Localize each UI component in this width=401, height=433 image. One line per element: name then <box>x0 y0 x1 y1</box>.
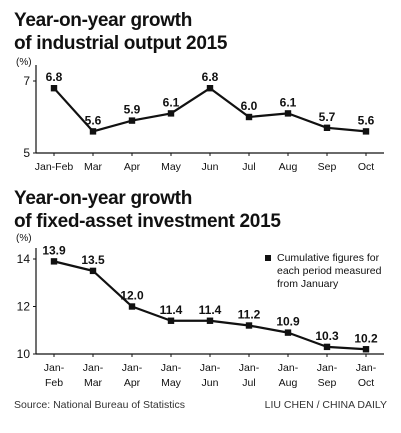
chart2-data-point <box>206 317 214 324</box>
chart1-title-line2: of industrial output 2015 <box>14 33 228 54</box>
chart2-data-point <box>128 303 136 310</box>
chart2-x-tick-label: Jan-Sep <box>317 362 338 389</box>
chart2-data-point <box>89 267 97 275</box>
chart2-data-label: 10.9 <box>276 315 300 329</box>
chart2-legend-text: Cumulative figures for each period measur… <box>277 252 382 290</box>
chart1-y-tick-label: 7 <box>23 74 30 88</box>
chart1-x-tick-label: Oct <box>358 161 374 173</box>
chart1-data-point <box>323 124 331 131</box>
chart2-unit-label: (%) <box>16 233 32 244</box>
chart1-x-tick-label: Aug <box>279 161 298 173</box>
chart2-y-tick-label: 12 <box>17 300 31 314</box>
chart1-data-point <box>50 85 58 92</box>
chart1-unit-label: (%) <box>16 57 32 68</box>
chart1-x-tick-label: Jan-Feb <box>35 161 74 173</box>
chart1-data-point <box>128 117 136 124</box>
chart2-data-label: 10.3 <box>315 329 339 343</box>
chart2-data-label: 13.9 <box>42 243 66 257</box>
chart1-data-label: 6.0 <box>241 99 258 113</box>
chart1-data-point <box>89 128 97 135</box>
chart1-data-label: 5.6 <box>85 113 102 127</box>
chart2-x-tick-label: Jan-Oct <box>356 362 377 389</box>
chart2-x-tick-label: Jan-Aug <box>278 362 299 389</box>
industrial-output-chart: (%) 7 5 Jan-Feb Mar Apr May Jun Jul Aug Sep Oct 6.8 5… <box>16 57 384 173</box>
chart1-x-tick-label: Jun <box>202 161 219 173</box>
chart2-data-point <box>323 343 331 351</box>
chart2-title: Year-on-year growth of fixed-asset inves… <box>14 187 281 233</box>
chart1-title-line1: Year-on-year growth <box>14 10 193 31</box>
chart1-x-tick-label: Sep <box>318 161 337 173</box>
credit-note: LIU CHEN / CHINA DAILY <box>264 399 387 411</box>
chart1-data-point <box>284 110 292 117</box>
chart1-data-point <box>245 113 253 121</box>
chart2-y-tick-label: 10 <box>17 347 31 361</box>
chart2-title-line1: Year-on-year growth <box>14 188 193 209</box>
chart1-y-tick-label: 5 <box>23 146 30 160</box>
chart2-x-tick-label: Jan-Jun <box>200 362 221 389</box>
source-note: Source: National Bureau of Statistics <box>14 399 186 411</box>
chart1-data-label: 6.1 <box>280 95 297 109</box>
chart2-x-tick-label: Jan-May <box>161 362 182 389</box>
chart1-data-label: 5.7 <box>319 110 336 124</box>
chart2-x-tick-label: Jan-Apr <box>122 362 143 389</box>
chart2-x-tick-label: Jan-Feb <box>44 362 65 389</box>
chart1-x-tick-label: Mar <box>84 161 103 173</box>
chart2-data-label: 11.4 <box>199 303 222 317</box>
chart2-data-label: 11.2 <box>238 308 261 322</box>
chart2-data-point <box>50 258 58 265</box>
fixed-asset-investment-chart: (%) 14 12 10 Jan-Feb Jan-Mar Jan-Apr Jan-May Jan… <box>16 233 384 389</box>
chart2-data-label: 11.4 <box>160 303 183 317</box>
chart2-x-tick-label: Jan-Jul <box>239 362 260 389</box>
chart1-x-tick-label: Jul <box>242 161 255 173</box>
chart1-x-tick-label: Apr <box>124 161 141 173</box>
chart1-data-label: 6.1 <box>163 95 180 109</box>
chart2-data-point <box>167 317 175 324</box>
chart2-data-label: 12.0 <box>120 289 144 303</box>
chart2-data-point <box>284 329 292 336</box>
chart1-data-label: 5.6 <box>358 113 375 127</box>
chart1-data-point <box>206 85 214 92</box>
chart2-data-point <box>245 322 253 329</box>
chart2-x-tick-label: Jan-Mar <box>83 362 104 389</box>
chart2-data-label: 10.2 <box>354 331 378 345</box>
chart1-data-point <box>167 110 175 117</box>
chart1-data-point <box>362 128 370 135</box>
chart1-title: Year-on-year growth of industrial output… <box>14 9 227 55</box>
chart2-title-line2: of fixed-asset investment 2015 <box>14 211 281 232</box>
chart1-x-tick-label: May <box>161 161 182 173</box>
chart2-data-label: 13.5 <box>81 253 105 267</box>
chart2-y-tick-label: 14 <box>17 252 31 266</box>
chart2-data-point <box>362 346 370 353</box>
chart2-legend-marker <box>265 255 271 261</box>
chart1-data-label: 6.8 <box>46 70 63 84</box>
chart1-data-label: 6.8 <box>202 70 219 84</box>
chart1-data-label: 5.9 <box>124 103 141 117</box>
